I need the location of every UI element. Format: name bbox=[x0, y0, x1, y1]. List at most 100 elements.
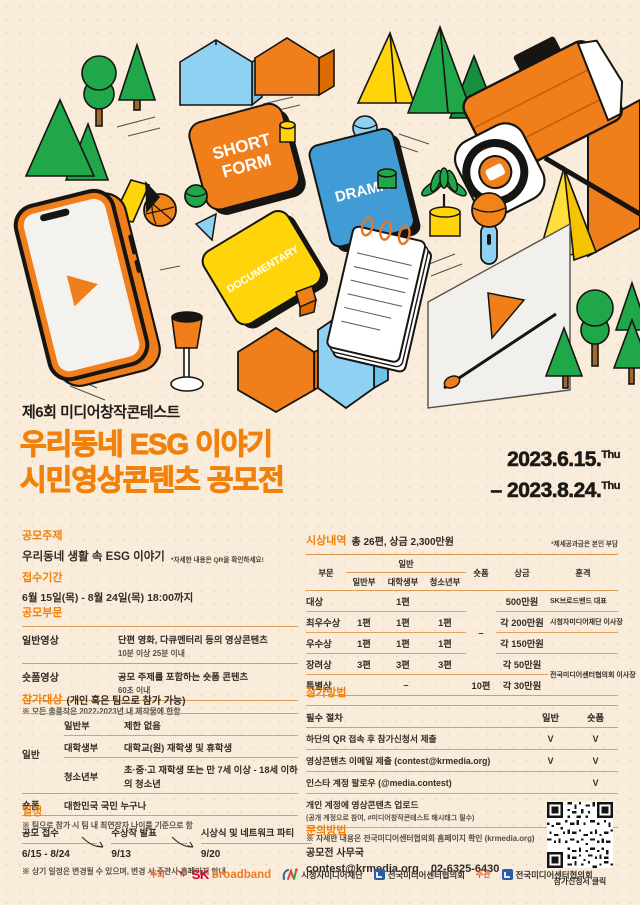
contact-email: contest@krmedia.org bbox=[306, 863, 419, 875]
section-how-to: 참가방법 필수 절차 일반 숏폼 하단의 QR 접속 후 참가신청서 제출 V … bbox=[306, 684, 618, 844]
awards-table: 부문 일반 숏폼 상금 훈격 일반부 대학생부 청소년부 대상 1편 – 500… bbox=[306, 554, 636, 696]
date-end: – 2023.8.24.Thu bbox=[490, 479, 620, 503]
kmca-mark-icon bbox=[501, 869, 513, 880]
schedule-title: 일정 bbox=[22, 806, 43, 818]
orange-cube bbox=[295, 285, 317, 317]
contact-phone: 02-6325-6430 bbox=[430, 863, 500, 875]
categories-note: ※ 모든 출품작은 2022-2023년 내 제작물에 한함 bbox=[22, 707, 181, 716]
schedule-step: 시상식 및 네트워크 파티 9/20 bbox=[200, 825, 312, 860]
theme-note: *자세한 내용은 QR을 확인하세요! bbox=[170, 557, 264, 564]
short-form-banner: SHORT FORM bbox=[188, 102, 306, 215]
host-label: 주최 bbox=[150, 870, 165, 879]
howto-row: 인스타 계정 팔로우 (@media.contest) V bbox=[306, 771, 618, 794]
tree-cone-topleft bbox=[117, 42, 157, 111]
main-title-line2: 시민영상콘텐츠 공모전 bbox=[20, 465, 286, 498]
period-body: 6월 15일(목) - 8월 24일(목) 18:00까지 bbox=[22, 592, 194, 604]
section-contact: 문의방법 공모전 사무국 contest@krmedia.org 02-6325… bbox=[306, 822, 541, 875]
awards-title: 시상내역 bbox=[306, 535, 347, 547]
category-row: 숏폼영상 공모 주제를 포함하는 숏폼 콘텐츠 60초 이내 bbox=[22, 664, 298, 701]
documentary-banner: DOCUMENTARY bbox=[201, 209, 329, 329]
eligibility-note: ※ 팀으로 참가 시 팀 내 최연장자 나이를 기준으로 함 bbox=[22, 821, 193, 830]
theme-title: 공모주제 bbox=[22, 530, 63, 542]
footer-logos: 주최 SK broadband 시청자미디어재단 전국미디어센터협의회 bbox=[150, 867, 593, 882]
eligibility-row: 일반 일반부 제한 없음 bbox=[22, 713, 298, 794]
howto-row: 하단의 QR 접속 후 참가신청서 제출 V V bbox=[306, 727, 618, 750]
contact-org: 공모전 사무국 bbox=[306, 848, 364, 859]
period-title: 접수기간 bbox=[22, 572, 63, 584]
kmca-logo-2: 전국미디어센터협의회 bbox=[501, 869, 593, 881]
schedule-note: ※ 상기 일정은 변경될 수 있으며, 변경 시 주관사 홈페이지 안내 bbox=[22, 867, 226, 877]
camcorder bbox=[453, 36, 640, 258]
contest-series-title: 제6회 미디어창작콘테스트 bbox=[22, 404, 180, 421]
smartphone bbox=[13, 188, 161, 387]
schedule-step: 공모 접수 6/15 - 8/24 bbox=[22, 825, 98, 860]
awards-subheader-row: 일반부 대학생부 청소년부 bbox=[306, 572, 618, 591]
blue-cone bbox=[194, 212, 217, 242]
tree-round-right bbox=[576, 289, 614, 367]
howto-title: 참가방법 bbox=[306, 687, 347, 699]
sk-butterfly-icon bbox=[176, 869, 188, 877]
howto-note: ※ 자세한 내용은 전국미디어센터협의회 홈페이지 확인 (krmedia.or… bbox=[306, 833, 535, 843]
awards-row: 우수상 1편 1편 1편 각 150만원 bbox=[306, 632, 618, 654]
eligibility-row: 숏폼 대한민국 국민 누구나 bbox=[22, 793, 298, 816]
awards-row: 최우수상 1편 1편 1편 각 200만원 시청자미디어재단 이사장 bbox=[306, 611, 623, 633]
section-period: 접수기간 6월 15일(목) - 8월 24일(목) 18:00까지 bbox=[22, 569, 298, 605]
qr-code-icon bbox=[547, 802, 613, 868]
yellow-pin bbox=[279, 120, 296, 143]
contact-title: 문의방법 bbox=[306, 825, 347, 837]
green-pin bbox=[377, 168, 397, 189]
kmca-logo: 전국미디어센터협의회 bbox=[373, 869, 465, 881]
play-icon bbox=[66, 275, 98, 307]
section-eligibility: 참가대상 (개인 혹은 팀으로 참가 가능) 일반 일반부 제한 없음 대학생부… bbox=[22, 691, 298, 831]
section-awards: 시상내역 총 26편, 상금 2,300만원 *제세공과금은 본인 부담 부문 … bbox=[306, 532, 636, 696]
contest-dates: 2023.6.15.Thu – 2023.8.24.Thu bbox=[490, 446, 621, 508]
eligibility-row: 청소년부 초·중·고 재학생 또는 만 7세 이상 - 18세 이하의 청소년 bbox=[22, 757, 298, 794]
kmca-mark-icon bbox=[373, 869, 385, 880]
eligibility-subtitle: (개인 혹은 팀으로 참가 가능) bbox=[66, 696, 186, 707]
drama-board: DRAMA bbox=[308, 127, 421, 252]
house-orange-bottom bbox=[237, 326, 331, 414]
video-player-panel bbox=[427, 222, 571, 409]
illustration: SHORT FORM DRAMA bbox=[13, 24, 640, 414]
awards-header-row: 부문 일반 숏폼 상금 훈격 bbox=[306, 554, 618, 591]
main-title-line1: 우리동네 ESG 이야기 bbox=[19, 429, 273, 462]
schedule-step: 수상작 발표 9/13 bbox=[111, 825, 187, 860]
green-half-ball bbox=[184, 184, 208, 208]
awards-tax-note: *제세공과금은 본인 부담 bbox=[551, 541, 618, 548]
date-start: 2023.6.15.Thu bbox=[507, 448, 621, 472]
microphone bbox=[471, 192, 507, 265]
section-schedule: 일정 공모 접수 6/15 - 8/24 수상작 발표 9/13 시상식 및 네… bbox=[22, 803, 312, 877]
awards-row: 특별상 – 10편 각 30만원 bbox=[306, 674, 618, 696]
howto-table: 필수 절차 일반 숏폼 하단의 QR 접속 후 참가신청서 제출 V V 영상콘… bbox=[306, 705, 618, 828]
awards-row: 대상 1편 – 500만원 SK브로드밴드 대표 bbox=[306, 590, 618, 675]
categories-title: 공모부문 bbox=[22, 607, 63, 619]
qr-caption: 참가신청서 클릭 bbox=[553, 877, 607, 886]
cmf-logo: 시청자미디어재단 bbox=[282, 868, 363, 881]
notepad bbox=[326, 216, 432, 373]
eligibility-row: 대학생부 대학교(원) 재학생 및 휴학생 bbox=[22, 735, 298, 758]
house-blue-top bbox=[179, 39, 263, 107]
schedule-arrow-icon bbox=[171, 836, 194, 848]
play-icon bbox=[487, 292, 526, 340]
pyramid-yellow-top bbox=[356, 30, 416, 104]
tree-edge-right bbox=[612, 280, 640, 385]
lamp bbox=[170, 311, 204, 392]
categories-table: 일반영상 단편 영화, 다큐멘터리 등의 영상콘텐츠 10분 이상 25분 이내… bbox=[22, 626, 298, 701]
category-row: 일반영상 단편 영화, 다큐멘터리 등의 영상콘텐츠 10분 이상 25분 이내 bbox=[22, 627, 298, 664]
application-qr-code[interactable]: 참가신청서 클릭 bbox=[546, 802, 614, 887]
house-orange-top bbox=[254, 37, 335, 97]
manage-label: 주관 bbox=[475, 870, 491, 879]
sk-broadband-logo: SK broadband bbox=[176, 867, 271, 882]
awards-row: 장려상 3편 3편 3편 각 50만원 전국미디어센터협의회 이사장 bbox=[306, 653, 636, 696]
tree-big-cone-left bbox=[24, 98, 110, 181]
eligibility-table: 일반 일반부 제한 없음 대학생부 대학교(원) 재학생 및 휴학생 청소년부 … bbox=[22, 713, 298, 816]
howto-row: 영상콘텐츠 이메일 제출 (contest@krmedia.org) V V bbox=[306, 749, 618, 772]
cmf-mark-icon bbox=[282, 868, 299, 881]
progress-handle bbox=[443, 375, 461, 389]
section-categories: 공모부문 일반영상 단편 영화, 다큐멘터리 등의 영상콘텐츠 10분 이상 2… bbox=[22, 604, 298, 717]
eligibility-title: 참가대상 bbox=[22, 694, 63, 706]
schedule-arrow-icon bbox=[81, 836, 104, 848]
potted-palm bbox=[421, 167, 467, 237]
section-theme: 공모주제 우리동네 생활 속 ESG 이야기 *자세한 내용은 QR을 확인하세… bbox=[22, 527, 298, 564]
theme-body: 우리동네 생활 속 ESG 이야기 bbox=[22, 551, 165, 563]
